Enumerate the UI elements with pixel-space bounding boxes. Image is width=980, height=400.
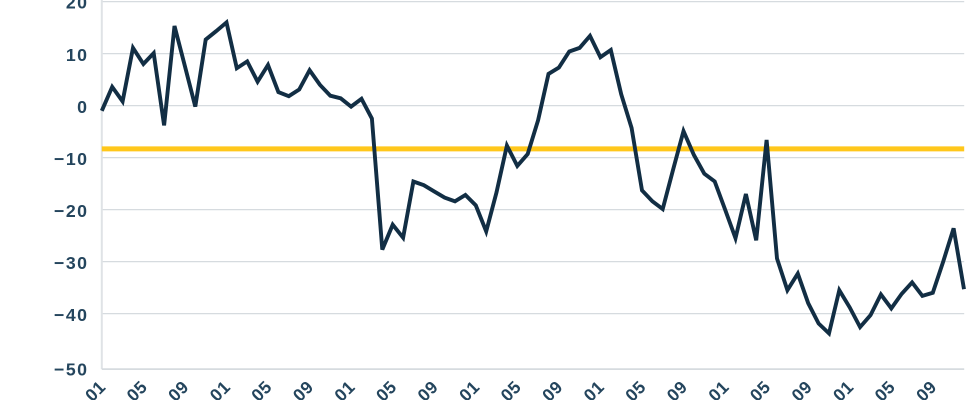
svg-text:09: 09 xyxy=(289,377,318,400)
svg-text:01: 01 xyxy=(330,377,359,400)
svg-text:−30: −30 xyxy=(54,253,89,273)
svg-text:05: 05 xyxy=(123,377,152,400)
svg-text:05: 05 xyxy=(497,377,526,400)
svg-text:09: 09 xyxy=(663,377,692,400)
svg-text:−20: −20 xyxy=(54,201,89,221)
svg-text:01: 01 xyxy=(829,377,858,400)
svg-text:09: 09 xyxy=(787,377,816,400)
svg-text:09: 09 xyxy=(164,377,193,400)
svg-text:01: 01 xyxy=(206,377,235,400)
svg-text:05: 05 xyxy=(247,377,276,400)
svg-text:05: 05 xyxy=(871,377,900,400)
svg-text:09: 09 xyxy=(413,377,442,400)
svg-text:09: 09 xyxy=(912,377,941,400)
svg-text:01: 01 xyxy=(455,377,484,400)
svg-text:01: 01 xyxy=(580,377,609,400)
svg-text:05: 05 xyxy=(746,377,775,400)
svg-text:05: 05 xyxy=(372,377,401,400)
svg-text:20: 20 xyxy=(66,0,89,13)
svg-text:05: 05 xyxy=(621,377,650,400)
svg-text:09: 09 xyxy=(538,377,567,400)
svg-text:0: 0 xyxy=(77,97,88,117)
svg-text:01: 01 xyxy=(81,377,110,400)
svg-text:−10: −10 xyxy=(54,149,89,169)
svg-text:01: 01 xyxy=(704,377,733,400)
svg-text:−50: −50 xyxy=(54,360,89,380)
svg-text:−40: −40 xyxy=(54,305,89,325)
svg-text:10: 10 xyxy=(66,45,89,65)
